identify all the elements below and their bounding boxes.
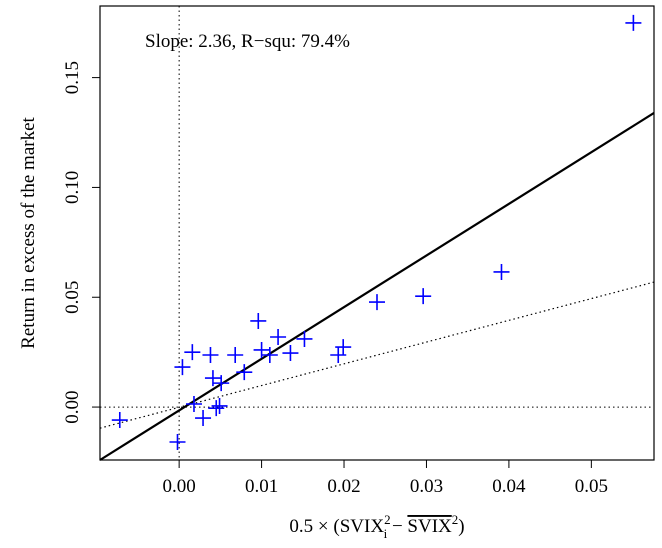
annotation: Slope: 2.36, R−squ: 79.4% — [145, 31, 350, 52]
point — [335, 339, 352, 356]
x-axis-label: 0.5 × (SVIX2 i − SVIX2) — [289, 512, 464, 541]
x-tick-label: 0.01 — [245, 476, 278, 497]
point — [204, 370, 221, 387]
x-tick-label: 0.05 — [575, 476, 608, 497]
point — [261, 347, 278, 364]
point — [282, 345, 299, 362]
y-tick-label: 0.15 — [62, 61, 83, 94]
x-tick-label: 0.00 — [163, 476, 196, 497]
point — [296, 330, 313, 347]
point — [195, 410, 212, 427]
point — [208, 400, 225, 417]
y-tick-label: 0.00 — [62, 390, 83, 423]
point — [185, 395, 202, 412]
y-tick-label: 0.05 — [62, 281, 83, 314]
x-tick-label: 0.04 — [492, 476, 526, 497]
point — [227, 347, 244, 364]
plot-frame — [99, 5, 655, 461]
point — [169, 433, 186, 450]
y-tick-label: 0.10 — [62, 171, 83, 204]
fit-line — [99, 112, 655, 461]
point — [111, 412, 128, 429]
x-tick-label: 0.03 — [410, 476, 443, 497]
point — [184, 344, 201, 361]
point — [369, 294, 385, 311]
point — [250, 312, 267, 329]
x-tick-label: 0.02 — [327, 476, 360, 497]
point — [174, 359, 191, 376]
y-axis-label: Return in excess of the market — [18, 116, 39, 348]
point — [253, 341, 270, 358]
point — [202, 347, 219, 364]
point — [415, 288, 432, 305]
point — [236, 364, 253, 381]
point — [213, 375, 230, 392]
point — [211, 397, 228, 414]
point — [625, 14, 642, 31]
point — [270, 329, 287, 345]
point — [493, 263, 510, 280]
